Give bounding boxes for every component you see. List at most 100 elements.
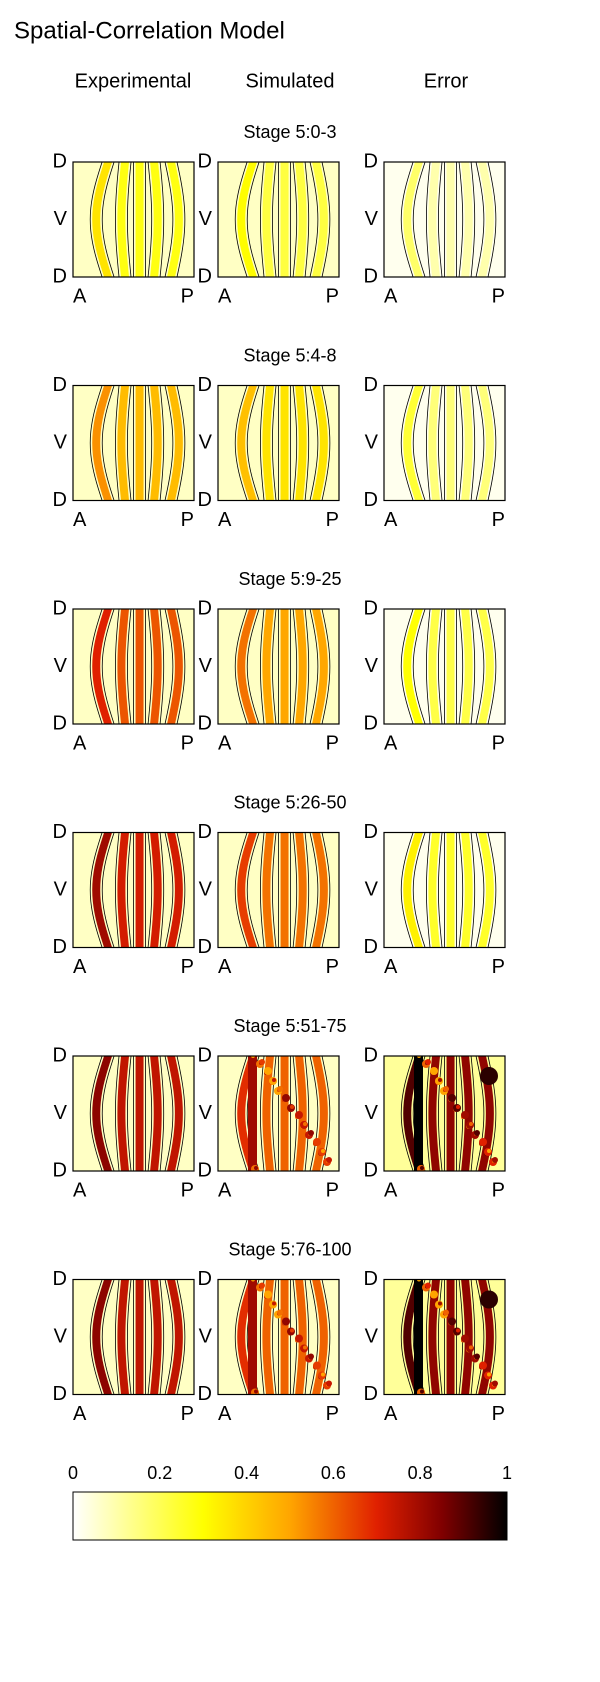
stripe [150, 1279, 162, 1395]
speckle [272, 1301, 276, 1306]
speckle [492, 1157, 498, 1163]
contour [101, 1056, 115, 1171]
panel-frame [217, 384, 340, 502]
contour [458, 385, 464, 501]
axis-label: D [364, 597, 378, 619]
contour [292, 162, 298, 277]
axis-label: A [73, 732, 87, 754]
axis-label: V [199, 208, 213, 230]
axis-label: A [384, 956, 398, 978]
contour [114, 385, 120, 501]
axis-label: V [365, 655, 379, 677]
speckle [326, 1380, 332, 1387]
error-band [414, 1056, 423, 1171]
contour [246, 385, 260, 501]
contour [309, 832, 319, 948]
panel-frame [217, 161, 340, 278]
axis-label: P [181, 285, 194, 307]
axis-label: P [326, 1179, 339, 1201]
contour [126, 1279, 132, 1395]
contour [126, 609, 132, 724]
contour [412, 832, 426, 948]
contour [159, 162, 165, 277]
stripe [461, 162, 473, 277]
contour [164, 832, 174, 948]
contour [425, 1056, 431, 1171]
axis-label: D [53, 489, 67, 511]
contour [147, 1056, 153, 1171]
contour [271, 609, 277, 724]
contour [309, 609, 319, 724]
axis-label: A [218, 1179, 232, 1201]
stripe [117, 162, 130, 277]
contour [89, 609, 103, 724]
contour [176, 385, 186, 501]
contour [147, 1279, 153, 1395]
contour [114, 1279, 120, 1395]
stripe [403, 1279, 424, 1395]
stripe [167, 609, 183, 724]
contour [114, 1056, 120, 1171]
stripe [135, 609, 144, 724]
speckle [321, 1372, 325, 1377]
speckle [438, 1301, 442, 1306]
heatmap [384, 609, 505, 724]
contour [271, 832, 277, 948]
stripe [150, 609, 162, 724]
speckle [469, 1345, 473, 1350]
stripe [117, 609, 130, 724]
axis-label: D [198, 1268, 212, 1290]
speckle [430, 1290, 438, 1299]
contour [164, 1279, 174, 1395]
panel-frame [217, 1278, 340, 1396]
panel-frame [383, 1055, 506, 1172]
speckle [254, 1166, 258, 1170]
heatmap [218, 162, 339, 277]
stripe [150, 162, 162, 277]
speckle [474, 1353, 480, 1360]
speckle [272, 1078, 276, 1082]
axis-label: A [73, 1403, 87, 1425]
panel-frame [72, 1055, 195, 1172]
contour [412, 385, 426, 501]
axis-label: P [326, 732, 339, 754]
contour [164, 609, 174, 724]
stripe [262, 385, 275, 501]
stripe [117, 1056, 130, 1171]
stage-label: Stage 5:0-3 [243, 122, 336, 142]
contour [147, 385, 153, 501]
axis-label: A [73, 285, 87, 307]
error-band [248, 1056, 257, 1171]
stripe [167, 1279, 183, 1395]
contour [475, 385, 485, 501]
axis-label: D [53, 936, 67, 958]
stripe [92, 609, 113, 724]
axis-label: D [364, 712, 378, 734]
heatmap [73, 162, 194, 277]
axis-label: V [199, 655, 213, 677]
axis-label: D [364, 150, 378, 172]
axis-label: P [492, 956, 505, 978]
axis-label: A [218, 1403, 232, 1425]
axis-label: P [181, 1179, 194, 1201]
axis-label: P [326, 956, 339, 978]
contour [475, 609, 485, 724]
axis-label: D [198, 712, 212, 734]
contour [159, 1056, 165, 1171]
speckle [461, 1334, 469, 1343]
speckle [303, 1122, 307, 1126]
axis-label: P [326, 1403, 339, 1425]
heatmap [384, 832, 505, 948]
contour [304, 162, 310, 277]
axis-label: D [53, 712, 67, 734]
heatmap [73, 385, 194, 501]
speckle [264, 1067, 272, 1075]
panel-frame [217, 831, 340, 949]
panel-frame [383, 831, 506, 949]
heatmap [218, 609, 339, 724]
contour [126, 1056, 132, 1171]
stripe [312, 1056, 328, 1171]
contour [234, 832, 248, 948]
contour [164, 1056, 174, 1171]
